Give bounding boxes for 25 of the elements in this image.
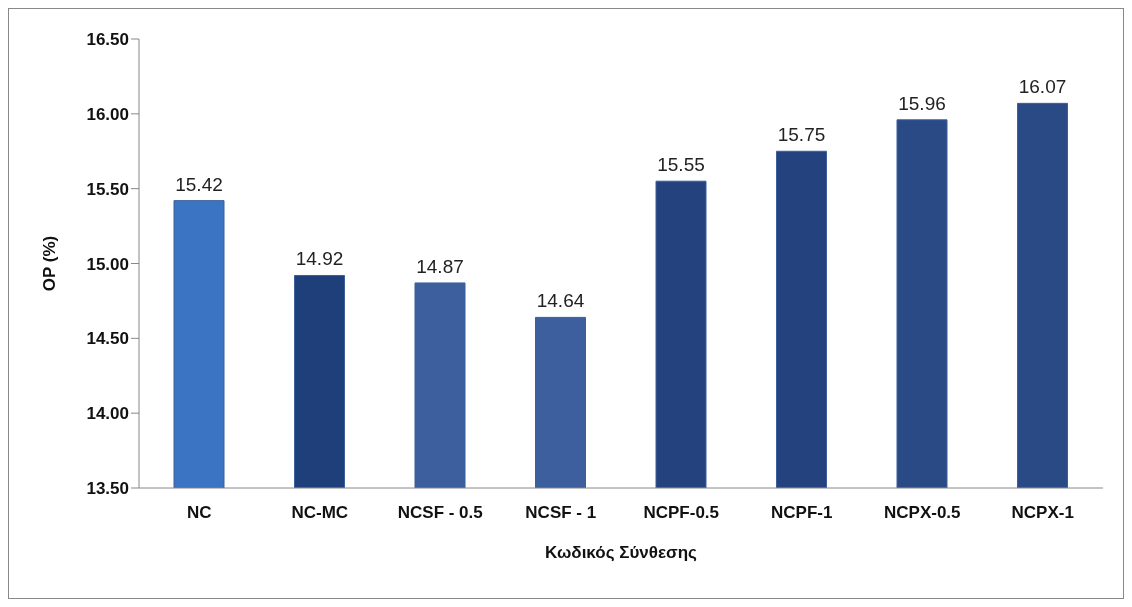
x-tick-label: NCPX-0.5: [883, 503, 961, 523]
x-tick-label: NC: [186, 503, 212, 523]
x-tick-label: NC-MC: [291, 503, 349, 523]
y-tick-label: 14.50: [86, 329, 129, 349]
y-tick-label: 14.00: [86, 404, 129, 424]
data-label: 15.55: [657, 154, 705, 176]
y-tick-label: 13.50: [86, 479, 129, 499]
data-label: 15.96: [898, 92, 946, 114]
y-tick-label: 15.50: [86, 179, 129, 199]
y-tick-label: 15.00: [86, 254, 129, 274]
data-label: 15.42: [175, 173, 223, 195]
x-tick-label: NCPF-1: [771, 503, 833, 523]
y-axis-title: OP (%): [40, 235, 60, 292]
x-axis-title: Κωδικός Σύνθεσης: [545, 543, 698, 562]
data-label: 16.07: [1018, 76, 1067, 98]
y-tick-label: 16.50: [86, 30, 129, 50]
x-tick-label: NCSF - 1: [525, 503, 597, 523]
y-tick-label: 16.00: [86, 104, 129, 124]
data-label: 14.64: [536, 290, 585, 312]
x-tick-label: NCPX-1: [1011, 503, 1074, 523]
data-label: 15.75: [777, 124, 826, 146]
x-tick-label: NCPF-0.5: [643, 503, 720, 523]
data-label: 14.92: [295, 248, 344, 270]
x-tick-label: NCSF - 0.5: [397, 503, 483, 523]
data-label: 14.87: [416, 255, 464, 277]
